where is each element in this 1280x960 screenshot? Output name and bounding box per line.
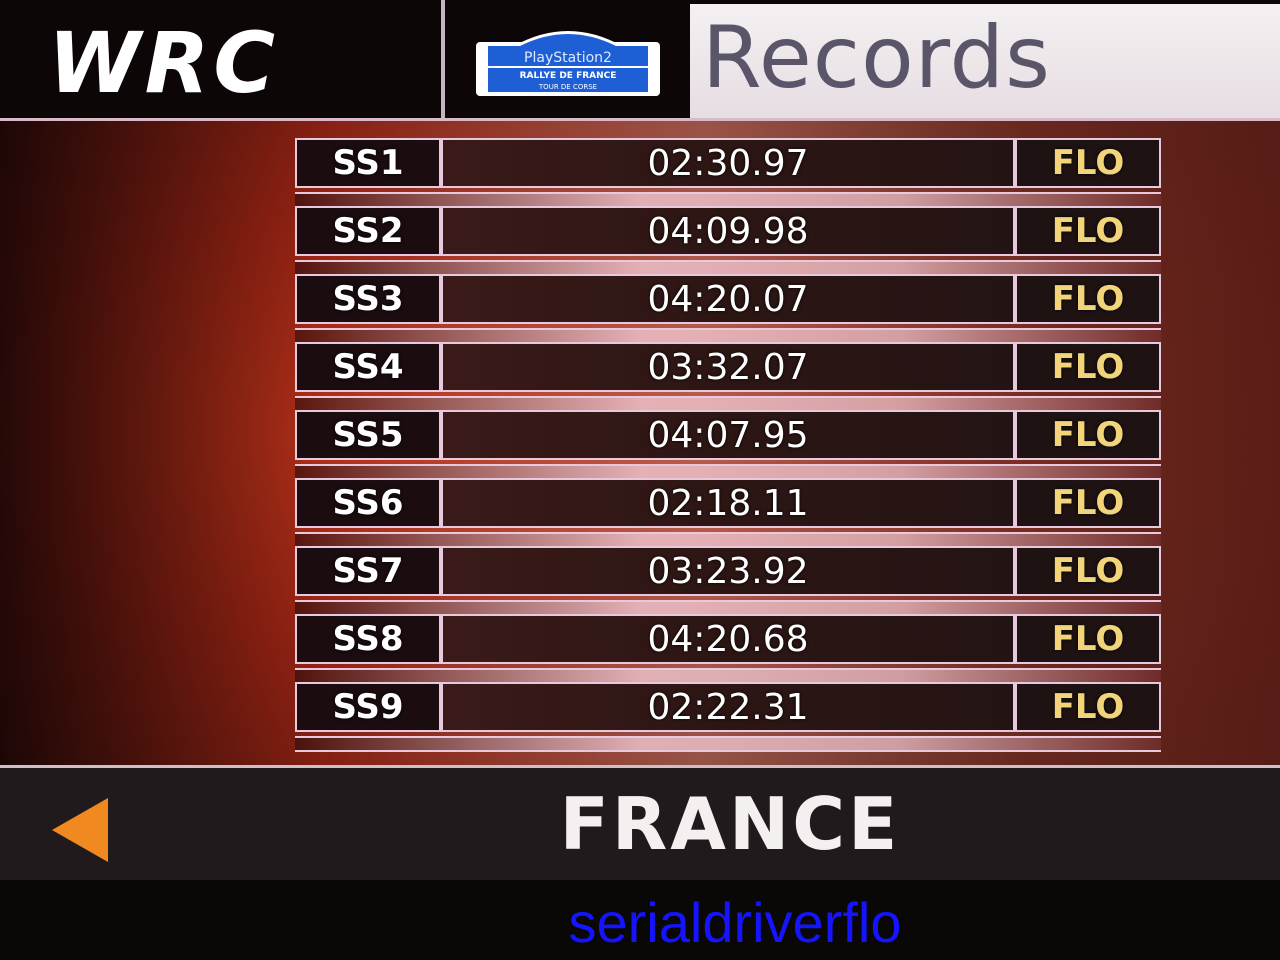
title-panel: Records [690,4,1280,118]
table-row: SS1 02:30.97 FLO [295,138,1161,208]
country-label: FRANCE [559,782,901,866]
stage-cell: SS9 [297,684,443,730]
stage-cell: SS4 [297,344,443,390]
table-row: SS7 03:23.92 FLO [295,546,1161,616]
time-cell: 02:22.31 [443,684,1017,730]
time-cell: 02:18.11 [443,480,1017,526]
logo-line1: PlayStation2 [524,50,612,66]
stage-cell: SS1 [297,140,443,186]
table-row: SS6 02:18.11 FLO [295,478,1161,548]
time-cell: 04:09.98 [443,208,1017,254]
header-bar: WRC PlayStation2 RALLYE DE FRANCE TOUR D… [0,0,1280,121]
time-cell: 04:20.07 [443,276,1017,322]
table-row: SS3 04:20.07 FLO [295,274,1161,344]
footer [0,880,1280,960]
name-cell: FLO [1017,616,1159,662]
stage-cell: SS8 [297,616,443,662]
svg-text:RALLYE DE FRANCE: RALLYE DE FRANCE [520,71,617,81]
name-cell: FLO [1017,548,1159,594]
stage-cell: SS6 [297,480,443,526]
arrow-left-icon[interactable] [52,798,108,862]
stage-cell: SS2 [297,208,443,254]
table-row: SS9 02:22.31 FLO [295,682,1161,752]
table-row: SS8 04:20.68 FLO [295,614,1161,684]
time-cell: 04:20.68 [443,616,1017,662]
table-row: SS2 04:09.98 FLO [295,206,1161,276]
page-title: Records [702,8,1051,108]
name-cell: FLO [1017,276,1159,322]
wrc-logo: WRC [48,14,279,112]
name-cell: FLO [1017,344,1159,390]
watermark: serialdriverflo [568,891,902,954]
name-cell: FLO [1017,480,1159,526]
table-row: SS5 04:07.95 FLO [295,410,1161,480]
rally-de-france-logo: PlayStation2 RALLYE DE FRANCE TOUR DE CO… [476,31,660,96]
time-cell: 04:07.95 [443,412,1017,458]
country-bar: FRANCE [0,765,1280,883]
header-divider [441,0,445,118]
name-cell: FLO [1017,208,1159,254]
time-cell: 03:32.07 [443,344,1017,390]
name-cell: FLO [1017,140,1159,186]
time-cell: 02:30.97 [443,140,1017,186]
table-row: SS4 03:32.07 FLO [295,342,1161,412]
name-cell: FLO [1017,412,1159,458]
time-cell: 03:23.92 [443,548,1017,594]
stage-cell: SS7 [297,548,443,594]
svg-text:TOUR DE CORSE: TOUR DE CORSE [538,83,597,91]
name-cell: FLO [1017,684,1159,730]
stage-cell: SS5 [297,412,443,458]
records-table: SS1 02:30.97 FLO SS2 04:09.98 FLO SS3 04:20.07 F… [295,138,1161,752]
stage-cell: SS3 [297,276,443,322]
